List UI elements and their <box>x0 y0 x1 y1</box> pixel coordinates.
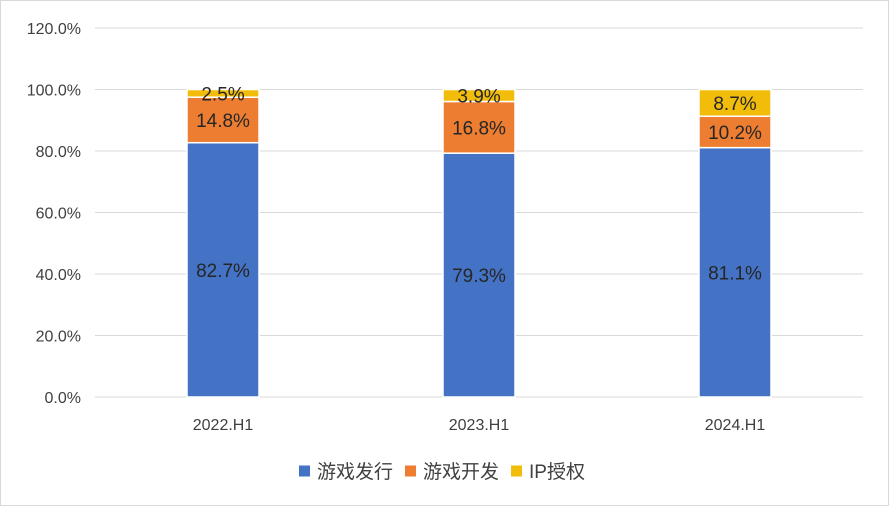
data-label: 10.2% <box>708 123 762 144</box>
y-tick-label: 20.0% <box>36 329 81 346</box>
bar-segment <box>698 115 772 149</box>
legend-swatch <box>299 465 310 477</box>
legend-label: 游戏开发 <box>423 461 499 483</box>
bar-segment <box>442 100 516 154</box>
data-labels: 82.7% 14.8% 2.5% 79.3% 16.8% 3.9% 81.1% 10.2% 8.… <box>196 84 762 287</box>
x-tick-label: 2022.H1 <box>193 417 254 434</box>
data-label: 14.8% <box>196 111 250 132</box>
legend-label: 游戏发行 <box>317 461 393 483</box>
y-tick-label: 80.0% <box>36 144 81 161</box>
x-axis-tick-labels: 2022.H1 2023.H1 2024.H1 <box>193 417 766 434</box>
data-label: 79.3% <box>452 266 506 287</box>
bar-segment <box>442 152 516 398</box>
bar-segment <box>186 96 260 144</box>
y-tick-label: 0.0% <box>45 390 81 407</box>
y-tick-label: 60.0% <box>36 206 81 223</box>
data-label: 81.1% <box>708 263 762 284</box>
y-tick-label: 120.0% <box>27 21 81 38</box>
data-label: 16.8% <box>452 118 506 139</box>
x-tick-label: 2024.H1 <box>705 417 766 434</box>
data-label: 3.9% <box>457 86 500 107</box>
data-label: 82.7% <box>196 261 250 282</box>
x-tick-label: 2023.H1 <box>449 417 510 434</box>
legend: 游戏发行 游戏开发 IP授权 <box>299 461 585 483</box>
bar-segment <box>442 88 516 103</box>
bar-segment <box>698 146 772 398</box>
bars <box>186 88 772 398</box>
bar-segment <box>698 88 772 118</box>
data-label: 2.5% <box>201 84 244 105</box>
bar-segment <box>186 141 260 398</box>
y-tick-label: 100.0% <box>27 83 81 100</box>
data-label: 8.7% <box>713 94 756 115</box>
y-tick-label: 40.0% <box>36 267 81 284</box>
legend-swatch <box>511 465 522 477</box>
y-axis-tick-labels: 0.0% 20.0% 40.0% 60.0% 80.0% 100.0% 120.0% <box>27 21 81 407</box>
legend-label: IP授权 <box>529 461 585 483</box>
bar-segment <box>186 88 260 98</box>
legend-swatch <box>405 465 416 477</box>
